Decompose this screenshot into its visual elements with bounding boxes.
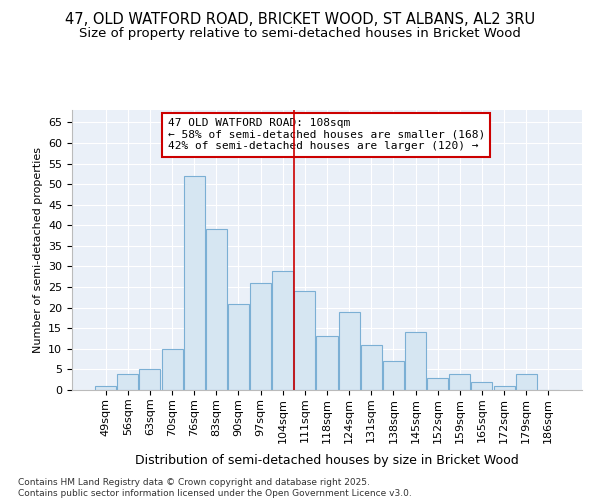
- X-axis label: Distribution of semi-detached houses by size in Bricket Wood: Distribution of semi-detached houses by …: [135, 454, 519, 467]
- Bar: [95, 386, 116, 390]
- Bar: [272, 270, 293, 390]
- Text: 47, OLD WATFORD ROAD, BRICKET WOOD, ST ALBANS, AL2 3RU: 47, OLD WATFORD ROAD, BRICKET WOOD, ST A…: [65, 12, 535, 28]
- Y-axis label: Number of semi-detached properties: Number of semi-detached properties: [32, 147, 43, 353]
- Bar: [405, 332, 426, 390]
- Bar: [515, 374, 536, 390]
- Bar: [427, 378, 448, 390]
- Bar: [494, 386, 515, 390]
- Bar: [383, 361, 404, 390]
- Bar: [295, 291, 316, 390]
- Bar: [472, 382, 493, 390]
- Text: Contains HM Land Registry data © Crown copyright and database right 2025.
Contai: Contains HM Land Registry data © Crown c…: [18, 478, 412, 498]
- Bar: [139, 370, 160, 390]
- Text: 47 OLD WATFORD ROAD: 108sqm
← 58% of semi-detached houses are smaller (168)
42% : 47 OLD WATFORD ROAD: 108sqm ← 58% of sem…: [167, 118, 485, 152]
- Bar: [228, 304, 249, 390]
- Bar: [449, 374, 470, 390]
- Bar: [250, 283, 271, 390]
- Bar: [184, 176, 205, 390]
- Bar: [206, 230, 227, 390]
- Bar: [118, 374, 139, 390]
- Bar: [161, 349, 182, 390]
- Text: Size of property relative to semi-detached houses in Bricket Wood: Size of property relative to semi-detach…: [79, 28, 521, 40]
- Bar: [338, 312, 359, 390]
- Bar: [361, 344, 382, 390]
- Bar: [316, 336, 338, 390]
